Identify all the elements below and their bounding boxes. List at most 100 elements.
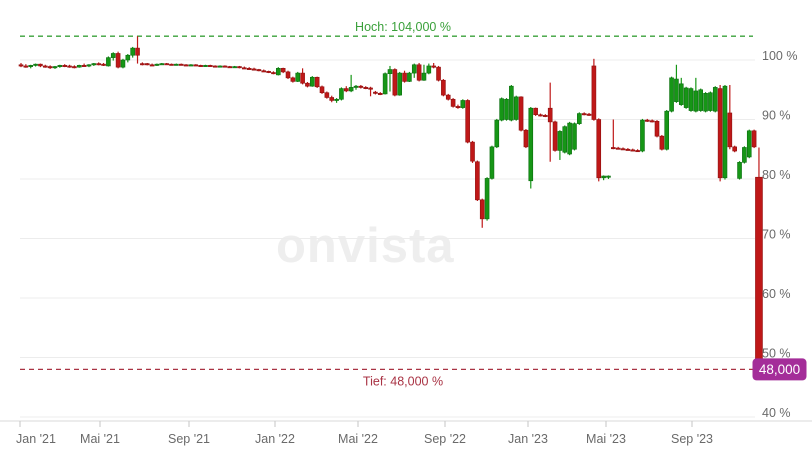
candle[interactable] <box>343 86 349 93</box>
candle[interactable] <box>640 118 645 153</box>
candle[interactable] <box>295 71 301 83</box>
candle[interactable] <box>455 104 461 109</box>
candle[interactable] <box>115 51 121 69</box>
candle[interactable] <box>62 64 67 68</box>
candle[interactable] <box>411 63 417 78</box>
candle[interactable] <box>513 95 519 121</box>
candle[interactable] <box>28 64 34 69</box>
candle[interactable] <box>339 87 344 101</box>
candle[interactable] <box>208 64 213 67</box>
candle[interactable] <box>591 58 597 121</box>
candle[interactable] <box>698 88 704 112</box>
candle[interactable] <box>426 63 432 75</box>
candle[interactable] <box>154 63 160 66</box>
candle[interactable] <box>280 67 286 74</box>
candle[interactable] <box>353 84 359 90</box>
candle[interactable] <box>368 86 373 97</box>
candle[interactable] <box>708 91 713 112</box>
candle[interactable] <box>290 76 296 83</box>
candle[interactable] <box>183 64 189 67</box>
candle[interactable] <box>742 146 747 164</box>
candle[interactable] <box>611 119 616 150</box>
candle[interactable] <box>445 93 451 101</box>
candle[interactable] <box>436 65 441 82</box>
candle[interactable] <box>57 64 63 68</box>
candle[interactable] <box>567 121 572 156</box>
candle[interactable] <box>135 36 140 64</box>
candle[interactable] <box>635 149 640 153</box>
candle[interactable] <box>407 71 412 83</box>
candle[interactable] <box>581 112 587 116</box>
candle[interactable] <box>402 70 407 83</box>
candle[interactable] <box>72 65 77 69</box>
candle[interactable] <box>533 107 538 116</box>
candle[interactable] <box>106 56 111 67</box>
candle[interactable] <box>164 62 169 66</box>
candle[interactable] <box>101 62 106 66</box>
candle[interactable] <box>203 64 208 67</box>
candle[interactable] <box>334 98 339 103</box>
candle[interactable] <box>76 64 82 68</box>
candle[interactable] <box>169 63 174 66</box>
candle[interactable] <box>737 161 742 180</box>
candle[interactable] <box>489 145 495 180</box>
candle[interactable] <box>392 68 398 97</box>
candle[interactable] <box>421 64 427 81</box>
candle[interactable] <box>683 86 689 109</box>
candle[interactable] <box>528 107 534 189</box>
candle[interactable] <box>358 84 364 89</box>
candle[interactable] <box>38 63 43 68</box>
candle[interactable] <box>746 129 752 159</box>
candle[interactable] <box>644 118 650 122</box>
candle[interactable] <box>630 148 636 152</box>
candle[interactable] <box>130 46 135 58</box>
candle[interactable] <box>586 112 592 116</box>
candle[interactable] <box>174 63 179 66</box>
candle[interactable] <box>693 77 699 113</box>
candle[interactable] <box>450 98 456 108</box>
candle[interactable] <box>732 145 737 153</box>
candle[interactable] <box>664 109 670 151</box>
candle[interactable] <box>242 66 247 70</box>
candle[interactable] <box>562 125 568 154</box>
candle[interactable] <box>377 92 383 96</box>
candle[interactable] <box>552 120 558 152</box>
candle[interactable] <box>751 129 757 149</box>
candle[interactable] <box>703 92 708 113</box>
candle[interactable] <box>324 91 330 99</box>
candle[interactable] <box>212 65 218 68</box>
candle[interactable] <box>110 52 116 61</box>
candle[interactable] <box>96 62 101 66</box>
candle[interactable] <box>18 62 24 68</box>
candle[interactable] <box>669 76 674 113</box>
candle[interactable] <box>140 62 145 66</box>
candle[interactable] <box>193 64 199 67</box>
candle[interactable] <box>441 79 446 97</box>
candle[interactable] <box>373 90 378 95</box>
candle[interactable] <box>144 62 150 66</box>
candle[interactable] <box>523 129 529 149</box>
candle[interactable] <box>81 63 87 67</box>
candle[interactable] <box>649 119 655 123</box>
candle[interactable] <box>198 64 203 67</box>
candle[interactable] <box>47 65 53 69</box>
candle[interactable] <box>606 175 611 179</box>
candle[interactable] <box>91 62 97 66</box>
candle[interactable] <box>727 84 733 150</box>
candle[interactable] <box>674 64 679 103</box>
candle[interactable] <box>329 95 335 103</box>
candle[interactable] <box>23 64 29 68</box>
candle[interactable] <box>363 86 369 90</box>
candle[interactable] <box>266 70 271 74</box>
candle[interactable] <box>572 122 577 151</box>
candle[interactable] <box>518 96 524 132</box>
candle[interactable] <box>717 84 723 182</box>
candle[interactable] <box>499 97 504 122</box>
candle[interactable] <box>251 67 257 71</box>
candle[interactable] <box>620 147 626 151</box>
candle[interactable] <box>543 114 548 118</box>
candle[interactable] <box>460 99 466 109</box>
candle[interactable] <box>538 113 543 117</box>
candle[interactable] <box>557 130 563 160</box>
candle[interactable] <box>479 198 485 228</box>
